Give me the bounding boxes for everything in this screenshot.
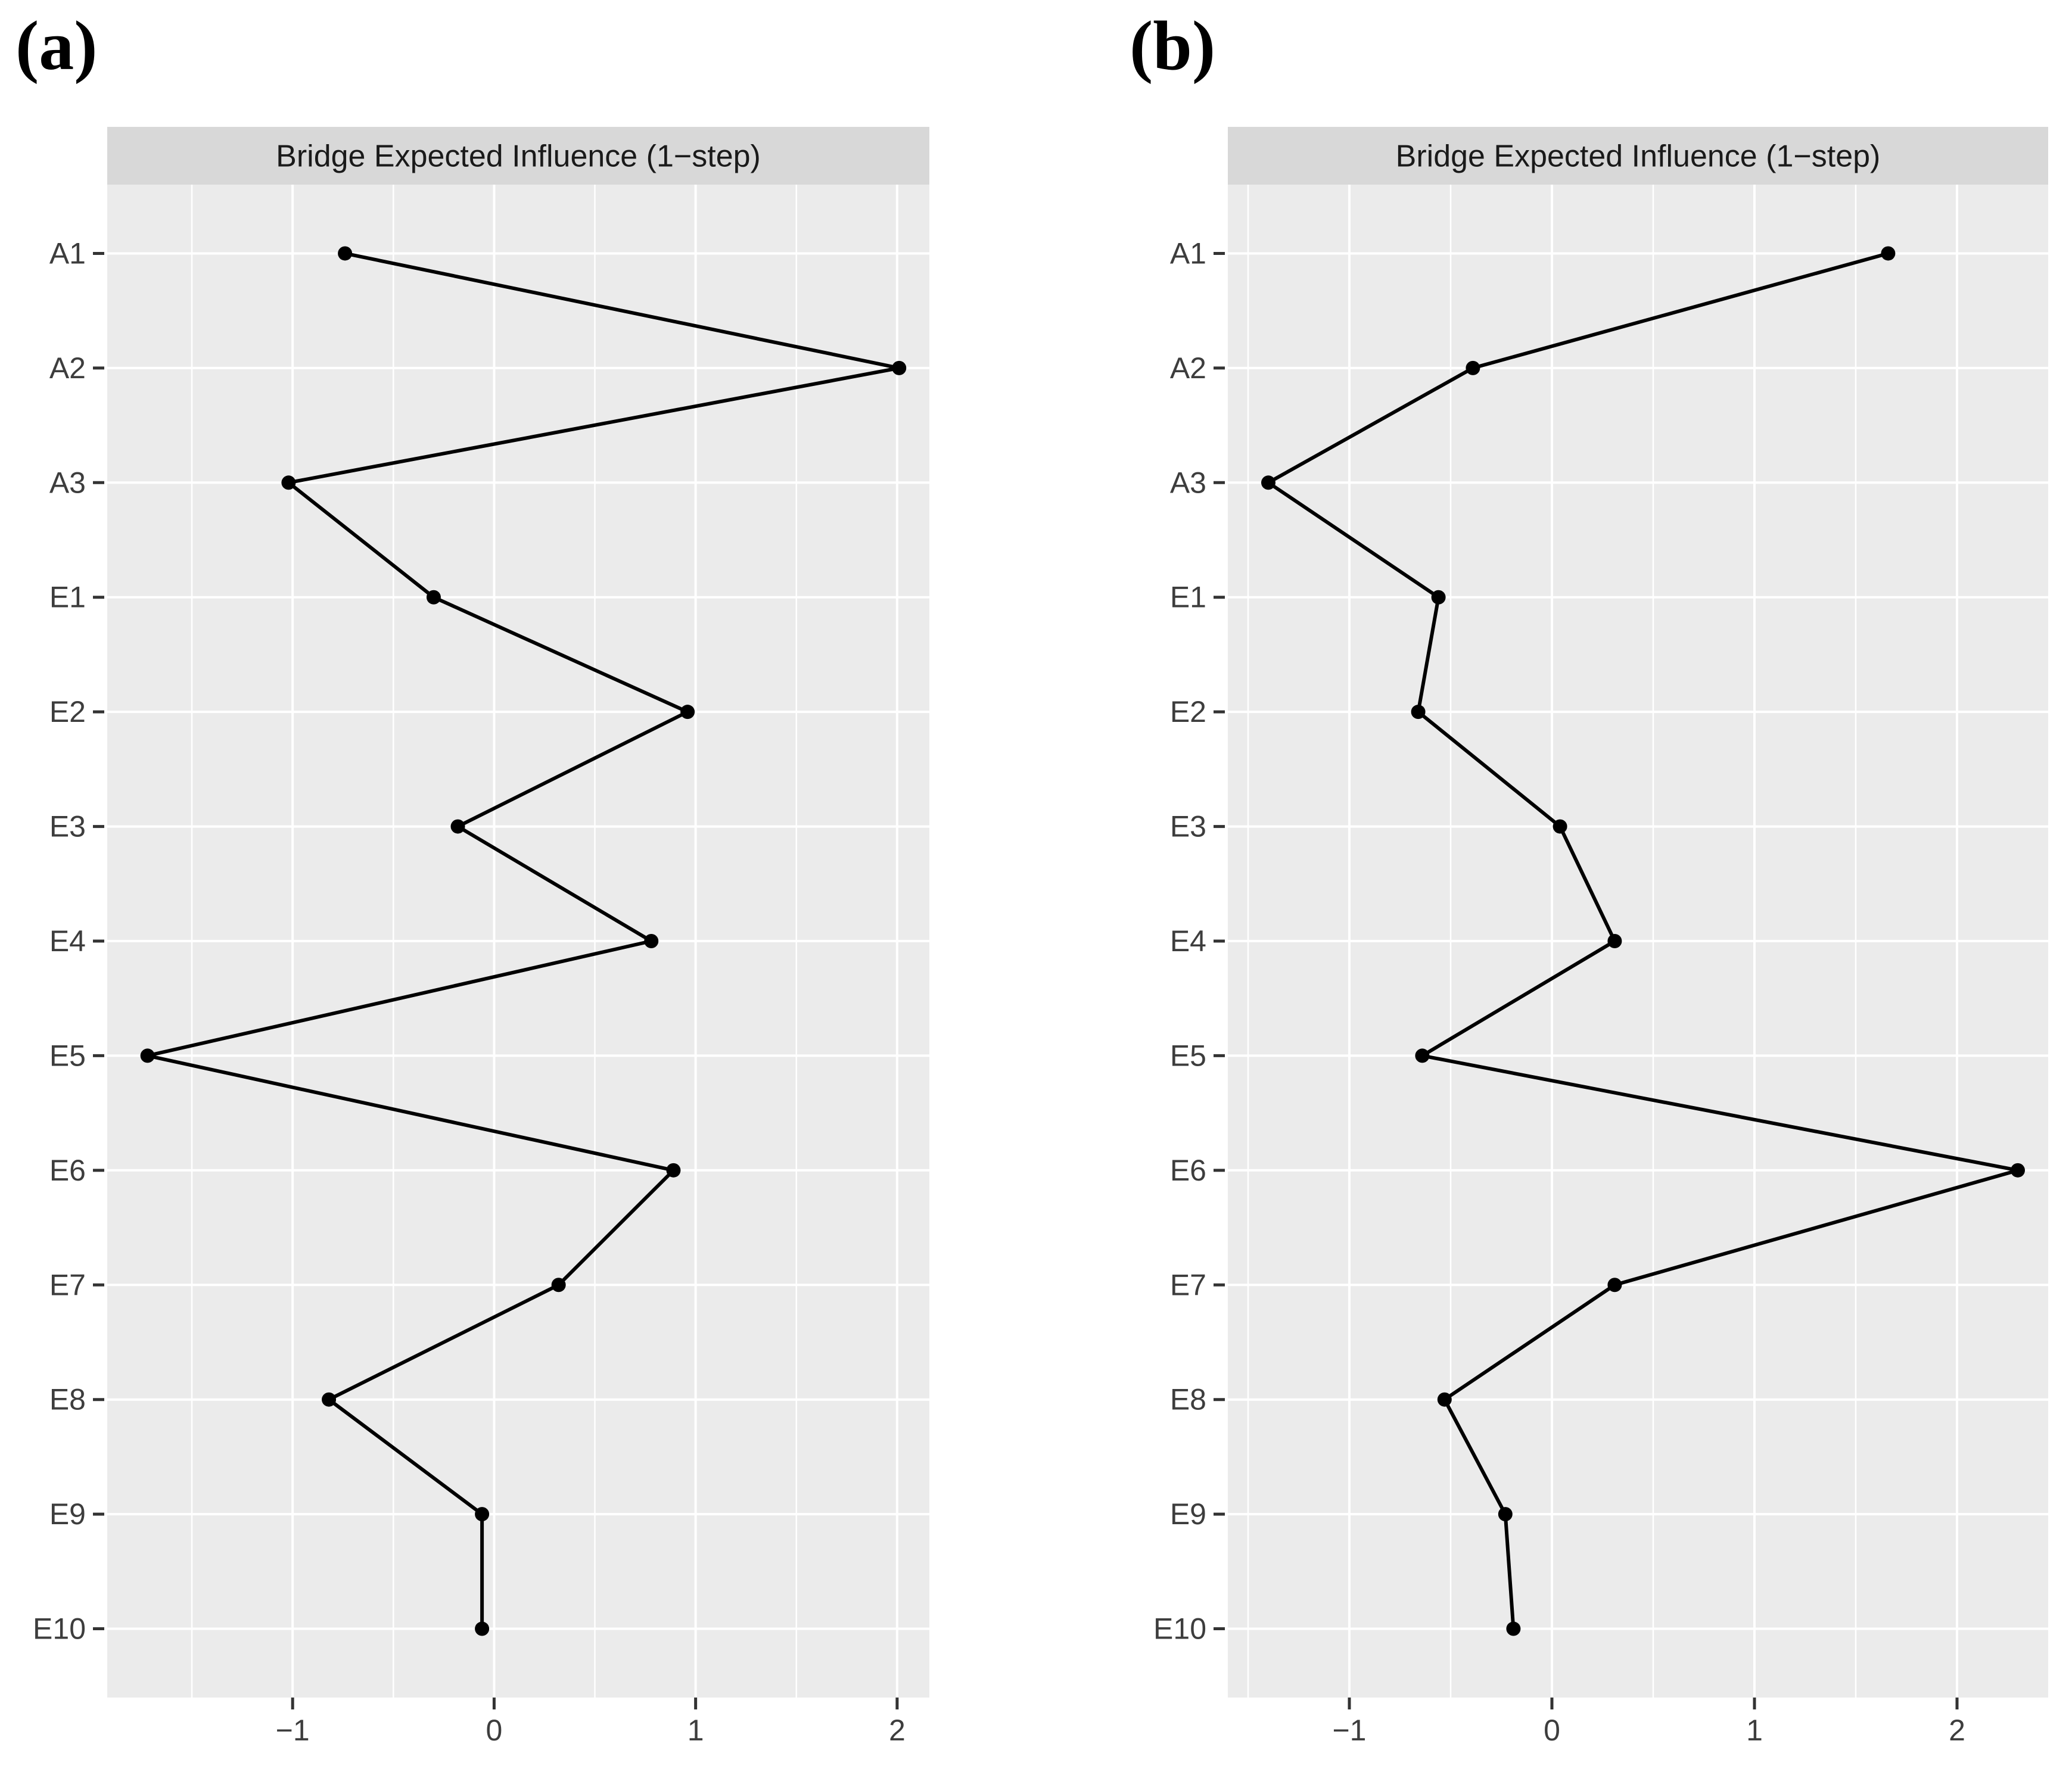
y-tick-label-A2: A2 bbox=[49, 351, 86, 385]
y-tick-label-E10: E10 bbox=[33, 1612, 86, 1646]
data-point-E3 bbox=[1553, 819, 1567, 834]
data-point-E1 bbox=[426, 590, 441, 605]
y-tick-label-E8: E8 bbox=[1170, 1383, 1206, 1416]
y-tick-label-E1: E1 bbox=[1170, 581, 1206, 614]
data-point-E5 bbox=[140, 1048, 155, 1063]
data-point-E9 bbox=[1498, 1507, 1513, 1522]
data-point-E2 bbox=[680, 705, 695, 720]
data-point-E10 bbox=[1506, 1621, 1521, 1636]
data-point-E5 bbox=[1415, 1048, 1430, 1063]
y-tick-label-A2: A2 bbox=[1170, 351, 1206, 385]
x-tick-label-2: 2 bbox=[1949, 1714, 1965, 1747]
panel-label-a: (a) bbox=[15, 7, 98, 85]
data-point-E7 bbox=[1607, 1278, 1622, 1293]
data-point-E2 bbox=[1411, 705, 1426, 720]
chart-title: Bridge Expected Influence (1−step) bbox=[1396, 139, 1881, 174]
facet-strip bbox=[1228, 127, 2048, 185]
y-tick-label-E3: E3 bbox=[1170, 810, 1206, 843]
y-tick-label-E4: E4 bbox=[1170, 924, 1206, 958]
y-tick-label-E10: E10 bbox=[1153, 1612, 1206, 1646]
data-point-A1 bbox=[338, 246, 353, 261]
x-tick-label-1: 1 bbox=[687, 1714, 704, 1747]
data-point-A3 bbox=[281, 475, 296, 490]
x-tick-label-0: 0 bbox=[486, 1714, 503, 1747]
y-tick-label-E2: E2 bbox=[49, 695, 86, 728]
y-tick-label-E2: E2 bbox=[1170, 695, 1206, 728]
panel-label-b: (b) bbox=[1130, 7, 1216, 85]
y-tick-label-A3: A3 bbox=[1170, 466, 1206, 499]
data-point-A3 bbox=[1261, 475, 1275, 490]
y-tick-label-E5: E5 bbox=[1170, 1039, 1206, 1072]
y-tick-label-E9: E9 bbox=[1170, 1497, 1206, 1531]
x-tick-label-0: 0 bbox=[1544, 1714, 1560, 1747]
y-tick-label-E3: E3 bbox=[49, 810, 86, 843]
data-point-E4 bbox=[644, 934, 659, 948]
data-point-E6 bbox=[666, 1163, 681, 1178]
facet-strip bbox=[107, 127, 929, 185]
data-point-E3 bbox=[450, 819, 465, 834]
y-tick-label-E6: E6 bbox=[1170, 1154, 1206, 1187]
data-point-E10 bbox=[475, 1621, 490, 1636]
data-point-E8 bbox=[322, 1392, 337, 1407]
data-point-A2 bbox=[892, 360, 907, 375]
y-tick-label-E6: E6 bbox=[49, 1154, 86, 1187]
x-tick-label--1: −1 bbox=[276, 1714, 310, 1747]
x-tick-label-1: 1 bbox=[1746, 1714, 1763, 1747]
data-point-A2 bbox=[1466, 360, 1480, 375]
y-tick-label-E5: E5 bbox=[49, 1039, 86, 1072]
y-tick-label-A1: A1 bbox=[49, 236, 86, 270]
x-tick-label-2: 2 bbox=[889, 1714, 906, 1747]
y-tick-label-E7: E7 bbox=[49, 1268, 86, 1301]
data-point-E6 bbox=[2011, 1163, 2025, 1178]
y-tick-label-E9: E9 bbox=[49, 1497, 86, 1531]
data-point-E9 bbox=[475, 1507, 490, 1522]
y-tick-label-E1: E1 bbox=[49, 581, 86, 614]
data-point-A1 bbox=[1881, 246, 1896, 261]
chart-title: Bridge Expected Influence (1−step) bbox=[276, 139, 761, 174]
y-tick-label-E4: E4 bbox=[49, 924, 86, 958]
data-point-E1 bbox=[1431, 590, 1446, 605]
y-tick-label-A1: A1 bbox=[1170, 236, 1206, 270]
data-point-E8 bbox=[1437, 1392, 1452, 1407]
y-tick-label-E8: E8 bbox=[49, 1383, 86, 1416]
data-point-E4 bbox=[1607, 934, 1622, 948]
y-tick-label-E7: E7 bbox=[1170, 1268, 1206, 1301]
data-point-E7 bbox=[551, 1278, 566, 1293]
y-tick-label-A3: A3 bbox=[49, 466, 86, 499]
x-tick-label--1: −1 bbox=[1332, 1714, 1366, 1747]
